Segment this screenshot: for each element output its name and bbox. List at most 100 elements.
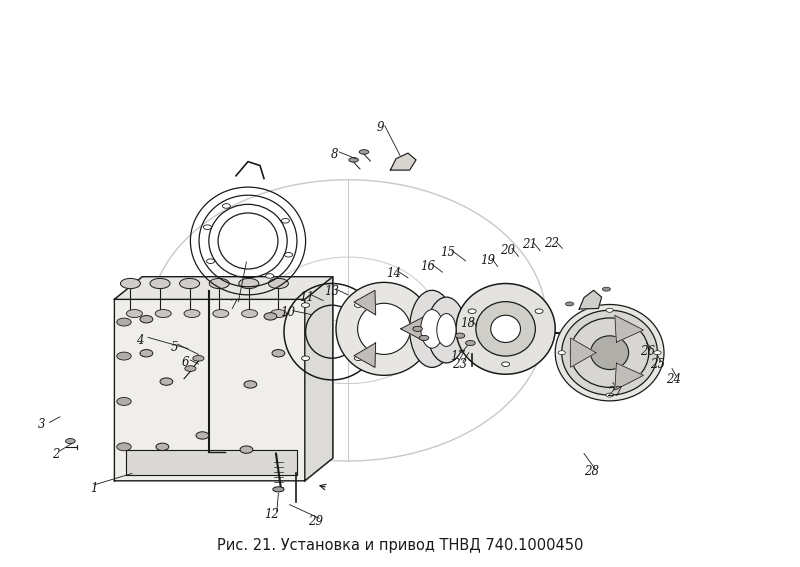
Polygon shape <box>615 363 643 390</box>
Ellipse shape <box>155 310 171 318</box>
Text: 16: 16 <box>421 260 435 273</box>
Ellipse shape <box>184 310 200 318</box>
Ellipse shape <box>606 308 614 312</box>
Ellipse shape <box>242 310 258 318</box>
Ellipse shape <box>285 252 293 257</box>
Text: 19: 19 <box>481 255 495 267</box>
Ellipse shape <box>654 350 661 355</box>
Ellipse shape <box>156 443 169 450</box>
Ellipse shape <box>120 278 140 289</box>
Text: 8: 8 <box>330 148 338 160</box>
Ellipse shape <box>160 378 173 386</box>
Ellipse shape <box>206 259 214 264</box>
Ellipse shape <box>566 302 574 306</box>
Polygon shape <box>615 315 643 342</box>
Ellipse shape <box>421 310 443 348</box>
Ellipse shape <box>354 303 362 307</box>
Ellipse shape <box>427 297 466 363</box>
Text: 23: 23 <box>452 358 466 370</box>
Ellipse shape <box>562 310 658 395</box>
Text: 12: 12 <box>265 509 279 521</box>
Ellipse shape <box>126 310 142 318</box>
Text: 15: 15 <box>441 247 455 259</box>
Text: 1: 1 <box>90 483 98 495</box>
Ellipse shape <box>606 393 614 397</box>
Ellipse shape <box>354 356 362 361</box>
Ellipse shape <box>349 158 358 162</box>
Ellipse shape <box>140 316 153 323</box>
Text: 24: 24 <box>666 374 681 386</box>
Ellipse shape <box>268 278 288 289</box>
Polygon shape <box>390 153 416 170</box>
Text: Рис. 21. Установка и привод ТНВД 740.1000450: Рис. 21. Установка и привод ТНВД 740.100… <box>217 538 583 553</box>
Text: 26: 26 <box>641 345 655 358</box>
Text: 2: 2 <box>52 448 60 461</box>
Polygon shape <box>114 277 333 299</box>
Text: 13: 13 <box>325 285 339 298</box>
Polygon shape <box>305 277 333 481</box>
Text: 18: 18 <box>461 317 475 329</box>
Ellipse shape <box>456 284 555 374</box>
Ellipse shape <box>270 310 286 318</box>
Ellipse shape <box>273 486 284 492</box>
Ellipse shape <box>570 318 649 387</box>
Polygon shape <box>354 290 376 315</box>
Ellipse shape <box>282 218 290 223</box>
Ellipse shape <box>222 204 230 208</box>
Text: 29: 29 <box>309 515 323 528</box>
Text: 20: 20 <box>501 244 515 257</box>
Ellipse shape <box>117 443 131 451</box>
Text: 5: 5 <box>170 341 178 353</box>
Ellipse shape <box>185 366 196 371</box>
Ellipse shape <box>558 350 566 355</box>
Ellipse shape <box>590 336 629 370</box>
Text: 14: 14 <box>386 267 401 280</box>
Text: 4: 4 <box>136 334 144 346</box>
Ellipse shape <box>413 327 422 332</box>
Ellipse shape <box>535 309 543 314</box>
Ellipse shape <box>476 302 535 356</box>
Ellipse shape <box>272 349 285 357</box>
Ellipse shape <box>336 282 432 375</box>
Ellipse shape <box>150 278 170 289</box>
Ellipse shape <box>410 290 454 367</box>
Polygon shape <box>570 338 596 367</box>
Text: 28: 28 <box>585 466 599 478</box>
Ellipse shape <box>466 340 475 346</box>
Text: 27: 27 <box>607 386 622 399</box>
Ellipse shape <box>555 304 664 401</box>
Ellipse shape <box>179 278 200 289</box>
Ellipse shape <box>196 432 209 439</box>
Text: 11: 11 <box>299 291 314 303</box>
Polygon shape <box>126 450 297 475</box>
Text: 6: 6 <box>182 357 190 369</box>
Ellipse shape <box>602 287 610 291</box>
Text: 22: 22 <box>545 238 559 250</box>
Ellipse shape <box>244 381 257 388</box>
Ellipse shape <box>468 309 476 314</box>
Polygon shape <box>401 317 423 341</box>
Ellipse shape <box>238 278 258 289</box>
Ellipse shape <box>140 349 153 357</box>
Text: 9: 9 <box>377 121 385 133</box>
Ellipse shape <box>66 439 75 443</box>
Text: 21: 21 <box>522 239 537 251</box>
Ellipse shape <box>213 310 229 318</box>
Ellipse shape <box>117 397 131 405</box>
Ellipse shape <box>502 362 510 366</box>
Ellipse shape <box>455 333 465 338</box>
Ellipse shape <box>490 315 521 342</box>
Ellipse shape <box>419 335 429 340</box>
Ellipse shape <box>302 303 310 307</box>
Text: 25: 25 <box>650 358 665 370</box>
Ellipse shape <box>209 278 229 289</box>
Ellipse shape <box>302 356 310 361</box>
Ellipse shape <box>117 352 131 360</box>
Text: 17: 17 <box>450 350 465 362</box>
Ellipse shape <box>437 314 456 346</box>
Ellipse shape <box>117 318 131 326</box>
Text: 3: 3 <box>38 418 46 430</box>
Polygon shape <box>579 290 602 309</box>
Ellipse shape <box>264 313 277 320</box>
Ellipse shape <box>240 446 253 454</box>
